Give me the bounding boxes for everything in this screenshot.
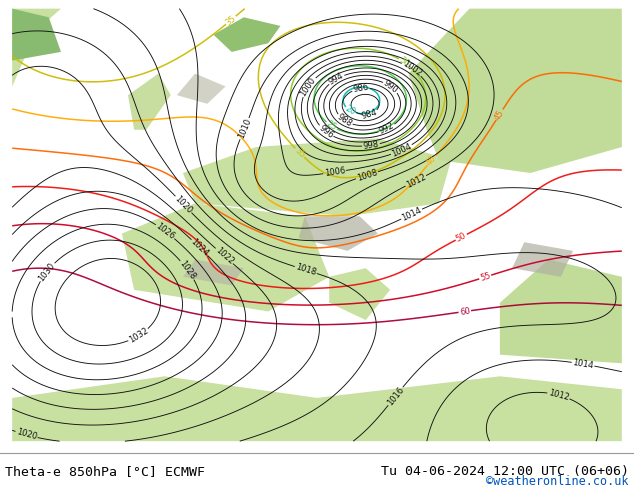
Polygon shape [12,376,622,441]
Text: Tu 04-06-2024 12:00 UTC (06+06): Tu 04-06-2024 12:00 UTC (06+06) [381,465,629,478]
Text: 998: 998 [363,140,380,151]
Polygon shape [214,17,280,52]
Text: 25: 25 [325,119,339,132]
Text: 1014: 1014 [400,205,423,222]
Text: 1004: 1004 [390,142,413,159]
Text: 990: 990 [382,78,400,95]
Text: 994: 994 [327,71,346,87]
Text: Theta-e 850hPa [°C] ECMWF: Theta-e 850hPa [°C] ECMWF [5,465,205,478]
Polygon shape [128,74,171,130]
Text: 1020: 1020 [173,194,194,215]
Text: 50: 50 [455,231,468,244]
Text: 40: 40 [425,154,439,168]
Text: 1020: 1020 [15,428,38,442]
Text: 986: 986 [353,83,370,94]
Text: 1002: 1002 [401,59,423,78]
Polygon shape [500,260,622,363]
Text: 1028: 1028 [178,259,197,281]
Text: 35: 35 [293,146,307,160]
Polygon shape [299,216,378,251]
Polygon shape [122,203,329,312]
Text: 1010: 1010 [236,117,253,140]
Text: 1016: 1016 [385,385,406,407]
Text: 1012: 1012 [547,388,570,402]
Polygon shape [12,9,61,87]
Text: 1022: 1022 [214,245,235,267]
Text: 1018: 1018 [294,263,317,277]
Text: 60: 60 [459,306,470,317]
Polygon shape [183,138,451,216]
Text: 1006: 1006 [323,166,346,178]
Text: 20: 20 [344,104,358,118]
Polygon shape [512,242,573,277]
Text: 1024: 1024 [189,237,210,258]
Text: 45: 45 [493,108,506,122]
Text: 30: 30 [397,55,411,69]
Text: 1026: 1026 [154,221,176,242]
Polygon shape [12,9,61,61]
Polygon shape [408,9,622,173]
Polygon shape [329,268,390,320]
Text: 1000: 1000 [299,75,318,98]
Text: 988: 988 [335,112,354,129]
Text: 1032: 1032 [127,326,150,345]
Text: 984: 984 [360,107,378,121]
Polygon shape [177,74,226,104]
Text: 55: 55 [479,271,491,283]
Text: ©weatheronline.co.uk: ©weatheronline.co.uk [486,475,629,489]
Text: 1030: 1030 [37,261,57,283]
Text: 992: 992 [378,121,396,136]
Text: 35: 35 [224,13,238,27]
Polygon shape [183,260,244,286]
Text: 1012: 1012 [404,172,427,190]
Text: 1014: 1014 [572,358,594,370]
Text: 996: 996 [317,123,335,140]
Text: 1008: 1008 [356,168,378,183]
